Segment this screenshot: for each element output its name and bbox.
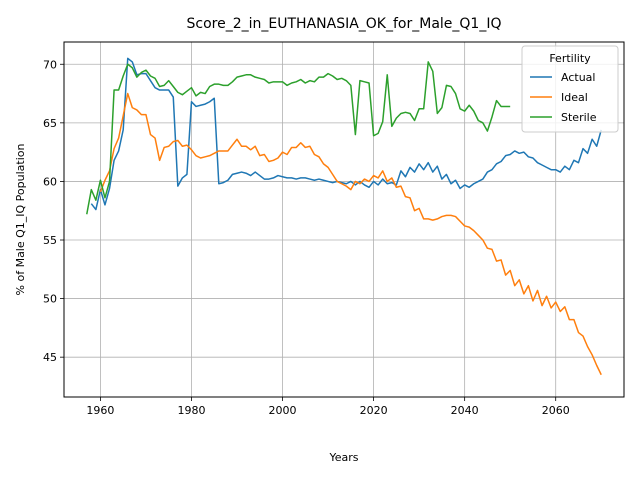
chart-title: Score_2_in_EUTHANASIA_OK_for_Male_Q1_IQ — [187, 16, 502, 32]
legend-label-sterile: Sterile — [561, 111, 597, 124]
x-axis-ticks: 1960 1980 2000 2020 2040 2060 — [86, 397, 570, 417]
x-axis-label: Years — [328, 451, 358, 464]
x-tick-label: 2000 — [269, 404, 297, 417]
x-tick-label: 2060 — [542, 404, 570, 417]
y-tick-label: 45 — [43, 351, 57, 364]
legend-label-ideal: Ideal — [561, 91, 588, 104]
legend-box — [521, 45, 619, 133]
y-tick-label: 60 — [43, 175, 57, 188]
legend: Fertility Actual Ideal Sterile — [521, 45, 619, 133]
x-tick-label: 2040 — [451, 404, 479, 417]
y-tick-label: 50 — [43, 293, 57, 306]
axes-frame — [63, 41, 625, 398]
legend-entries: Actual Ideal Sterile — [530, 71, 597, 124]
x-tick-label: 1980 — [177, 404, 205, 417]
legend-title: Fertility — [549, 52, 591, 65]
series-layer — [86, 57, 602, 376]
y-axis-ticks: 45 50 55 60 65 70 — [43, 58, 64, 364]
y-tick-label: 55 — [43, 234, 57, 247]
series-line-actual — [90, 57, 602, 211]
series-line-sterile — [86, 61, 511, 215]
series-line-ideal — [99, 92, 602, 376]
legend-label-actual: Actual — [561, 71, 595, 84]
y-axis-label: % of Male Q1_IQ Population — [14, 144, 27, 296]
x-tick-label: 2020 — [360, 404, 388, 417]
y-tick-label: 65 — [43, 117, 57, 130]
y-tick-label: 70 — [43, 58, 57, 71]
x-tick-label: 1960 — [86, 404, 114, 417]
